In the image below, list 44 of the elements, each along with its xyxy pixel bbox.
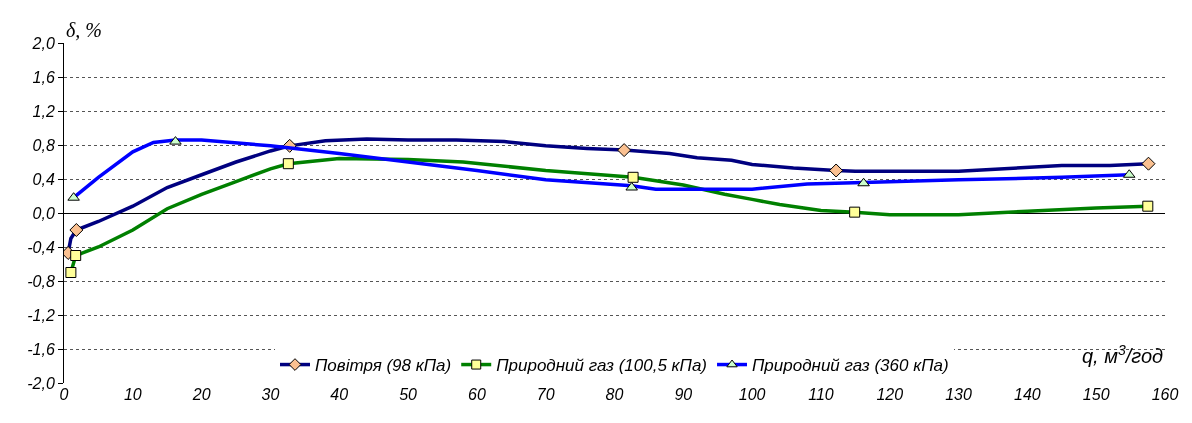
x-tick-label: 120 <box>876 386 904 403</box>
point <box>69 223 84 237</box>
x-tick-label: 70 <box>536 386 555 403</box>
y-tick-label: 0,8 <box>32 136 55 154</box>
y-tick-label: -1,6 <box>27 340 55 358</box>
point <box>627 171 639 183</box>
y-tick-label: 0,4 <box>32 170 55 188</box>
point <box>65 267 77 278</box>
x-tick-label: 50 <box>399 386 418 403</box>
y-tick-label: -2,0 <box>27 374 55 392</box>
x-tick-label: 130 <box>945 386 973 403</box>
x-tick-label: 110 <box>808 386 834 403</box>
point <box>70 250 82 261</box>
y-tick-label: -1,2 <box>27 306 55 324</box>
point <box>857 177 870 187</box>
point <box>1141 156 1156 171</box>
legend-label: Природний газ (360 кПа) <box>752 356 949 376</box>
x-tick-label: 30 <box>261 386 280 403</box>
y-axis-title: δ, % <box>66 19 102 41</box>
legend-label: Повітря (98 кПа) <box>315 356 452 376</box>
y-tick-label: 1,2 <box>32 102 55 120</box>
point <box>829 163 844 178</box>
x-tick-label: 90 <box>674 386 693 403</box>
x-tick-label: 150 <box>1082 386 1110 403</box>
x-tick-label: 100 <box>738 386 766 403</box>
x-tick-label: 160 <box>1151 386 1179 403</box>
point <box>1142 200 1154 212</box>
legend-label: Природний газ (100,5 кПа) <box>496 356 708 376</box>
x-tick-label: 140 <box>1014 386 1041 403</box>
x-tick-label: 20 <box>191 386 211 403</box>
x-tick-label: 0 <box>59 386 69 403</box>
y-tick-label: 0,0 <box>32 204 55 222</box>
y-tick-label: 1,6 <box>32 68 55 86</box>
point <box>849 206 861 218</box>
y-tick-label: -0,4 <box>27 238 55 256</box>
x-tick-label: 10 <box>123 386 142 403</box>
y-tick-label: 2,0 <box>31 34 55 52</box>
x-tick-label: 60 <box>467 386 486 403</box>
x-tick-label: 40 <box>330 386 349 403</box>
y-tick-label: -0,8 <box>27 272 55 290</box>
point <box>617 143 632 158</box>
x-tick-label: 80 <box>605 386 624 403</box>
x-axis-title: q, м$^{3}$/год <box>1082 342 1164 368</box>
point <box>282 158 294 170</box>
